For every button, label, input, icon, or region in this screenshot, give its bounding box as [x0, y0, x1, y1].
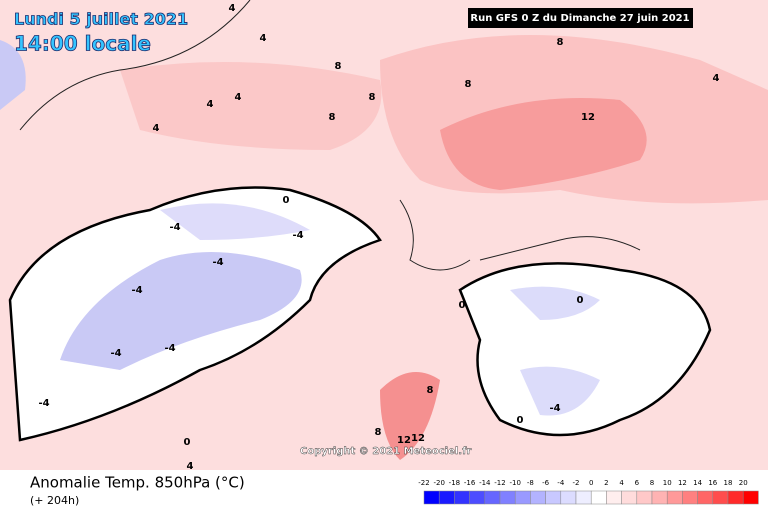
contour-label: 0 [577, 295, 584, 306]
contour-label: 4 [187, 461, 194, 472]
scale-label: 10 [663, 479, 672, 487]
scale-label: -20 [433, 479, 444, 487]
scale-label: -6 [542, 479, 550, 487]
scale-label: -12 [494, 479, 505, 487]
contour-label: -4 [292, 230, 303, 241]
scale-swatch [530, 490, 546, 505]
scale-swatch [621, 490, 638, 505]
scale-label: -8 [527, 479, 534, 487]
forecast-date: Lundi 5 juillet 2021 [14, 10, 188, 29]
scale-label: -4 [557, 479, 565, 487]
contour-label: 4 [153, 123, 160, 134]
scale-label: 0 [589, 479, 593, 487]
scale-swatch [697, 490, 714, 505]
footer-title: Anomalie Temp. 850hPa (°C) [30, 474, 245, 492]
scale-swatch [438, 490, 455, 505]
run-box [468, 8, 693, 28]
contour-label: 0 [517, 415, 524, 426]
contour-label: 8 [557, 37, 564, 48]
warm-area [120, 62, 382, 150]
contour-label: 4 [260, 33, 267, 44]
cool-area [510, 286, 600, 416]
scale-label: -10 [509, 479, 520, 487]
contour-label: 8 [375, 427, 382, 438]
contour-label: 8 [369, 92, 376, 103]
contour-label: 0 [283, 195, 290, 206]
scale-swatch [575, 490, 592, 505]
scale-swatch [742, 490, 759, 505]
scale-label: 6 [635, 479, 640, 487]
coastline [19, 0, 641, 271]
scale-swatch [454, 490, 470, 505]
contour-label: -4 [212, 257, 223, 268]
contour-label: 8 [465, 79, 472, 90]
contour-label: 12 [397, 435, 411, 446]
contour-label: 8 [329, 112, 336, 123]
scale-label: 16 [708, 479, 717, 487]
contour-label: 4 [713, 73, 720, 84]
scale-label: 4 [619, 479, 624, 487]
contour-label: 12 [581, 112, 595, 123]
warm-area [380, 372, 440, 460]
contour-label: 8 [335, 61, 342, 72]
scale-swatch [727, 490, 744, 505]
cool-area [0, 40, 26, 110]
scale-swatch [636, 490, 653, 505]
scale-swatch [606, 490, 622, 505]
cool-area [160, 203, 310, 240]
contour-label: 4 [207, 99, 214, 110]
scale-label: 18 [724, 479, 733, 487]
scale-swatch [514, 490, 531, 505]
scale-label: -18 [449, 479, 460, 487]
scale-swatch [682, 490, 698, 505]
contour-label: -4 [131, 285, 142, 296]
contour-label: 0 [184, 437, 191, 448]
scale-label: 14 [693, 479, 702, 487]
footer-lead: (+ 204h) [30, 494, 79, 507]
cold-zone [458, 262, 712, 437]
contour-label: 0 [459, 300, 466, 311]
contour-label: -4 [164, 343, 175, 354]
scale-swatch [590, 490, 607, 505]
run-info: Run GFS 0 Z du Dimanche 27 juin 2021 [470, 13, 689, 24]
scale-label: -16 [464, 479, 476, 487]
scale-label: 2 [604, 479, 608, 487]
scale-swatch [469, 490, 486, 505]
scale-swatch [545, 490, 562, 505]
scale-label: 12 [678, 479, 687, 487]
contour-label: 12 [411, 433, 425, 444]
scale-swatch [499, 490, 516, 505]
warm-core [440, 98, 647, 190]
scale-swatch [560, 490, 577, 505]
scale-label: -22 [418, 479, 429, 487]
scale-swatch [423, 490, 440, 505]
scale-label: -14 [479, 479, 491, 487]
contour-label: 8 [427, 385, 434, 396]
contour-label: 4 [235, 92, 242, 103]
scale-swatch [651, 490, 668, 505]
scale-label: -2 [573, 479, 580, 487]
contour-label: -4 [38, 398, 49, 409]
color-scale: -22 -20 -18 -16 -14 -12 -10 -8 -6 -4 -2 0 2 4 6 8 10 12 14… [418, 479, 759, 505]
forecast-time: 14:00 locale [14, 32, 151, 56]
contour-label: -4 [110, 348, 121, 359]
scale-swatch [712, 490, 729, 505]
contour-label: -4 [549, 403, 560, 414]
scale-swatch [666, 490, 683, 505]
contour-label: -4 [169, 222, 180, 233]
copyright: Copyright © 2021 Meteociel.fr [300, 446, 471, 457]
scale-label: 8 [650, 479, 654, 487]
contour-label: 4 [229, 3, 236, 14]
scale-label: 20 [739, 479, 748, 487]
cold-core [60, 252, 302, 370]
scale-swatch [484, 490, 501, 505]
